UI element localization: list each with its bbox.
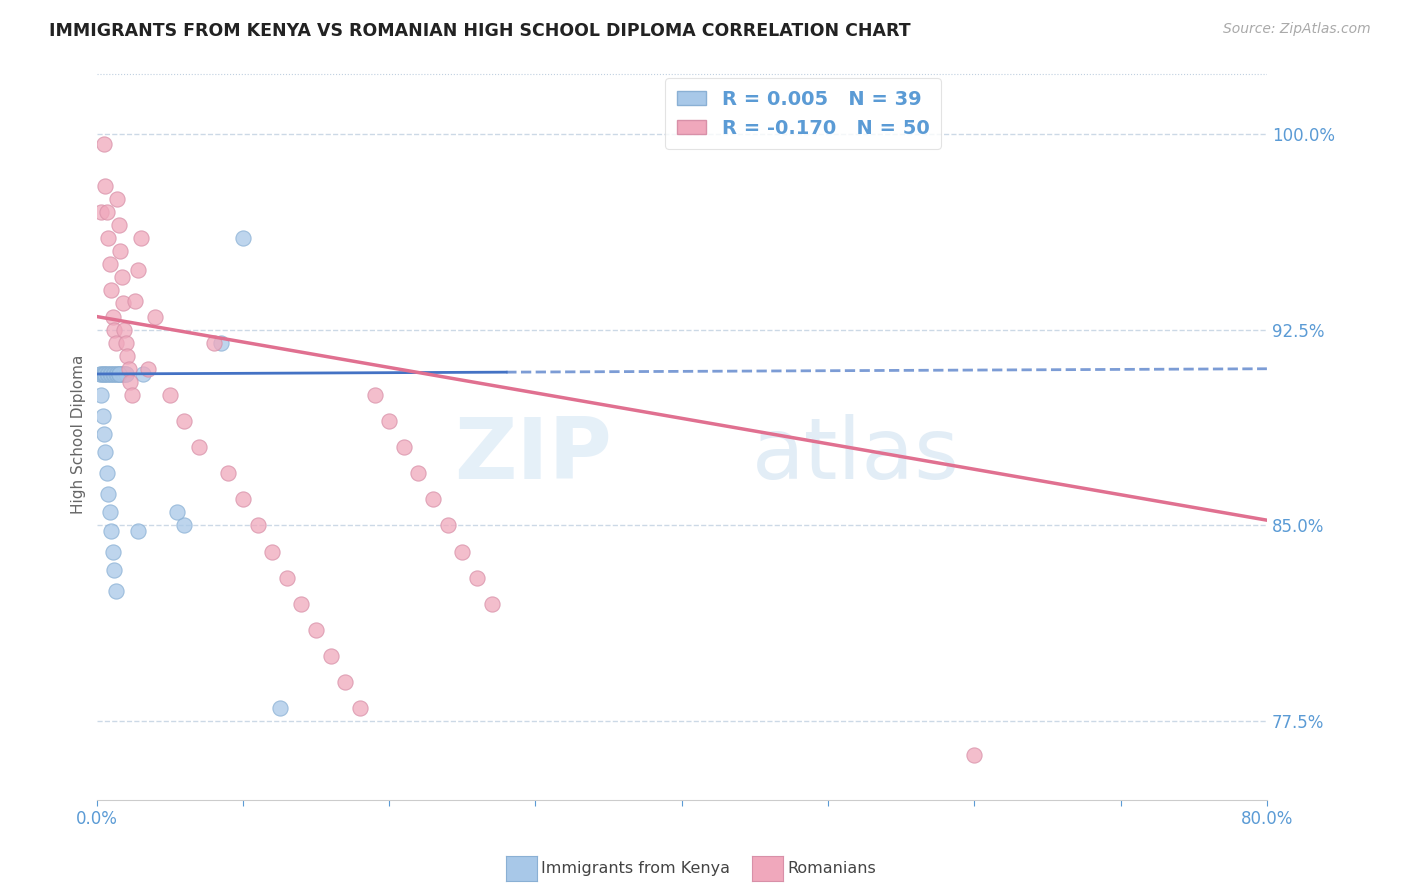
Point (110, 367, 132, 381)
Point (232, 492, 254, 507)
Point (114, 322, 136, 336)
Point (392, 440, 415, 454)
Point (103, 367, 125, 381)
Y-axis label: High School Diploma: High School Diploma (72, 354, 86, 514)
Point (127, 262, 149, 277)
Text: atlas: atlas (752, 415, 960, 498)
Point (90, 205, 112, 219)
Point (91, 409, 114, 423)
Point (91, 367, 114, 381)
Point (89, 367, 111, 381)
Point (94, 445, 117, 459)
Point (107, 367, 129, 381)
Point (143, 310, 166, 324)
Point (378, 414, 401, 428)
Point (111, 296, 134, 310)
Point (132, 367, 155, 381)
Point (98, 257, 121, 271)
Point (93, 367, 115, 381)
Point (290, 597, 312, 611)
Point (963, 748, 986, 763)
Point (104, 335, 127, 350)
Point (217, 466, 239, 480)
Point (408, 466, 430, 480)
Point (269, 701, 291, 715)
Point (481, 597, 503, 611)
Point (118, 361, 141, 376)
Point (129, 231, 152, 245)
Point (246, 518, 269, 533)
Point (97, 487, 120, 501)
Point (100, 524, 122, 538)
Point (136, 361, 159, 376)
Point (436, 518, 458, 533)
Point (107, 367, 129, 381)
Point (117, 349, 139, 363)
Point (124, 293, 146, 308)
Point (97, 367, 120, 381)
Point (202, 335, 225, 350)
Point (104, 367, 127, 381)
Text: Romanians: Romanians (787, 862, 876, 876)
Legend: R = 0.005   N = 39, R = -0.170   N = 50: R = 0.005 N = 39, R = -0.170 N = 50 (665, 78, 941, 149)
Point (93, 427, 115, 442)
Text: Source: ZipAtlas.com: Source: ZipAtlas.com (1223, 22, 1371, 37)
Point (94, 367, 117, 381)
Point (105, 367, 128, 381)
Point (101, 544, 124, 558)
Point (98, 505, 121, 519)
Point (100, 284, 122, 298)
Point (101, 367, 124, 381)
Text: IMMIGRANTS FROM KENYA VS ROMANIAN HIGH SCHOOL DIPLOMA CORRELATION CHART: IMMIGRANTS FROM KENYA VS ROMANIAN HIGH S… (49, 22, 911, 40)
Point (93, 137, 115, 152)
Point (96, 466, 118, 480)
Point (335, 675, 357, 690)
Point (115, 367, 138, 381)
Point (104, 583, 127, 598)
Point (349, 701, 371, 715)
Point (276, 571, 298, 585)
Point (173, 518, 195, 533)
Point (232, 231, 254, 245)
Point (97, 231, 120, 245)
Point (98, 367, 121, 381)
Point (262, 544, 284, 558)
Point (319, 648, 342, 663)
Point (90, 388, 112, 402)
Point (465, 571, 488, 585)
Point (108, 244, 131, 259)
Point (107, 218, 129, 232)
Point (305, 623, 328, 637)
Point (209, 335, 232, 350)
Point (90, 367, 112, 381)
Point (422, 492, 444, 507)
Point (94, 179, 117, 194)
Point (363, 388, 385, 402)
Point (451, 544, 474, 558)
Point (121, 388, 143, 402)
Point (100, 367, 122, 381)
Point (105, 192, 128, 206)
Point (127, 524, 149, 538)
Point (101, 310, 124, 324)
Point (103, 563, 125, 577)
Point (114, 367, 136, 381)
Point (108, 367, 131, 381)
Point (111, 367, 134, 381)
Text: Immigrants from Kenya: Immigrants from Kenya (541, 862, 730, 876)
Point (166, 505, 188, 519)
Point (96, 205, 118, 219)
Point (96, 367, 118, 381)
Point (103, 322, 125, 336)
Point (120, 375, 142, 389)
Point (159, 388, 181, 402)
Point (115, 367, 138, 381)
Point (110, 270, 132, 285)
Point (115, 335, 138, 350)
Point (188, 440, 211, 454)
Text: ZIP: ZIP (454, 415, 612, 498)
Point (173, 414, 195, 428)
